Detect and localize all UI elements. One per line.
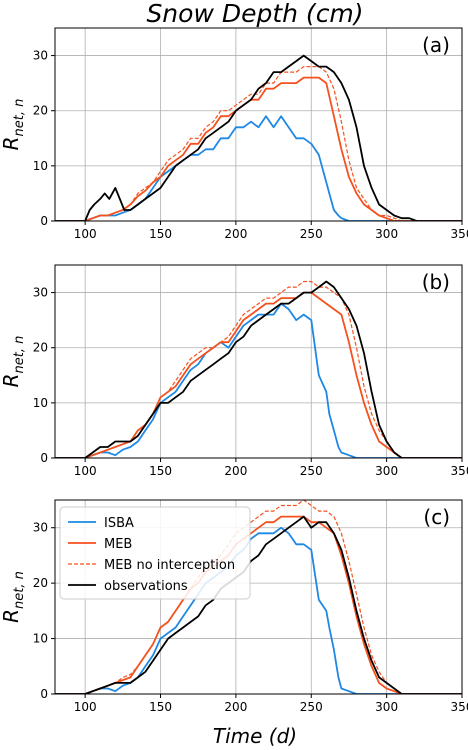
x-tick-label: 300 xyxy=(375,464,398,478)
series-line-isba xyxy=(55,115,462,221)
series-line-meb xyxy=(55,76,462,221)
series-line-meb-no-interception xyxy=(55,280,462,458)
series-line-observations xyxy=(55,54,462,221)
panel-label: (b) xyxy=(422,270,450,294)
axes-frame xyxy=(54,27,463,222)
x-tick-label: 100 xyxy=(74,464,97,478)
y-axis-label-main: R xyxy=(0,136,23,150)
y-tick-label: 30 xyxy=(33,521,48,535)
x-tick-label: 200 xyxy=(224,227,247,241)
legend-box xyxy=(59,506,251,600)
panel-1: 100 150 200 250 300 350 0 10 20 30 (a) Rnet, n xyxy=(0,27,468,241)
x-tick-label: 250 xyxy=(300,227,323,241)
y-tick-label: 20 xyxy=(33,104,48,118)
y-tick-label: 10 xyxy=(33,159,48,173)
x-tick-label: 250 xyxy=(300,700,323,714)
x-tick-label: 100 xyxy=(74,227,97,241)
y-axis-label-sub: net, n xyxy=(12,336,27,374)
y-tick-label: 10 xyxy=(33,396,48,410)
x-axis-label: Time (d) xyxy=(213,724,297,748)
y-axis-label-sub: net, n xyxy=(12,99,27,137)
series-line-meb-no-interception xyxy=(55,65,462,221)
x-tick-label: 200 xyxy=(224,700,247,714)
legend: ISBA MEB MEB no interception observations xyxy=(59,506,251,600)
x-tick-label: 300 xyxy=(375,227,398,241)
y-axis-label: Rnet, n xyxy=(0,571,27,623)
y-tick-label: 0 xyxy=(40,451,48,465)
y-tick-label: 30 xyxy=(33,49,48,63)
x-tick-label: 300 xyxy=(375,700,398,714)
axes-frame xyxy=(54,499,463,695)
x-tick-label: 150 xyxy=(149,227,172,241)
y-tick-label: 30 xyxy=(33,286,48,300)
y-tick-label: 0 xyxy=(40,687,48,701)
y-tick-label: 0 xyxy=(40,214,48,228)
panels-group: 1001502002503003500102030(a)Rnet, n10015… xyxy=(0,27,468,714)
x-tick-label: 250 xyxy=(300,464,323,478)
y-axis-label: Rnet, n xyxy=(0,99,27,151)
x-tick-label: 350 xyxy=(451,464,468,478)
legend-label: MEB xyxy=(104,537,132,552)
series-line-meb xyxy=(55,291,462,458)
x-tick-label: 350 xyxy=(451,227,468,241)
panel-label: (c) xyxy=(423,505,450,529)
x-tick-label: 100 xyxy=(74,700,97,714)
y-axis-label-main: R xyxy=(0,609,23,623)
y-axis-label: Rnet, n xyxy=(0,336,27,388)
x-tick-label: 200 xyxy=(224,464,247,478)
legend-label: observations xyxy=(104,579,188,594)
legend-label: ISBA xyxy=(104,516,134,531)
figure-title: Snow Depth (cm) xyxy=(146,0,363,28)
x-tick-label: 150 xyxy=(149,700,172,714)
series-line-isba xyxy=(55,302,462,458)
x-tick-label: 150 xyxy=(149,464,172,478)
x-tick-label: 350 xyxy=(451,700,468,714)
y-tick-label: 10 xyxy=(33,632,48,646)
axes-frame xyxy=(54,264,463,459)
legend-label: MEB no interception xyxy=(104,558,235,573)
y-axis-label-main: R xyxy=(0,373,23,387)
y-tick-label: 20 xyxy=(33,576,48,590)
series-line-observations xyxy=(55,280,462,458)
panel-label: (a) xyxy=(422,33,450,57)
panel-2: 100 150 200 250 300 350 0 10 20 30 (b) Rnet, n xyxy=(0,264,468,478)
y-axis-label-sub: net, n xyxy=(12,571,27,609)
y-tick-label: 20 xyxy=(33,341,48,355)
